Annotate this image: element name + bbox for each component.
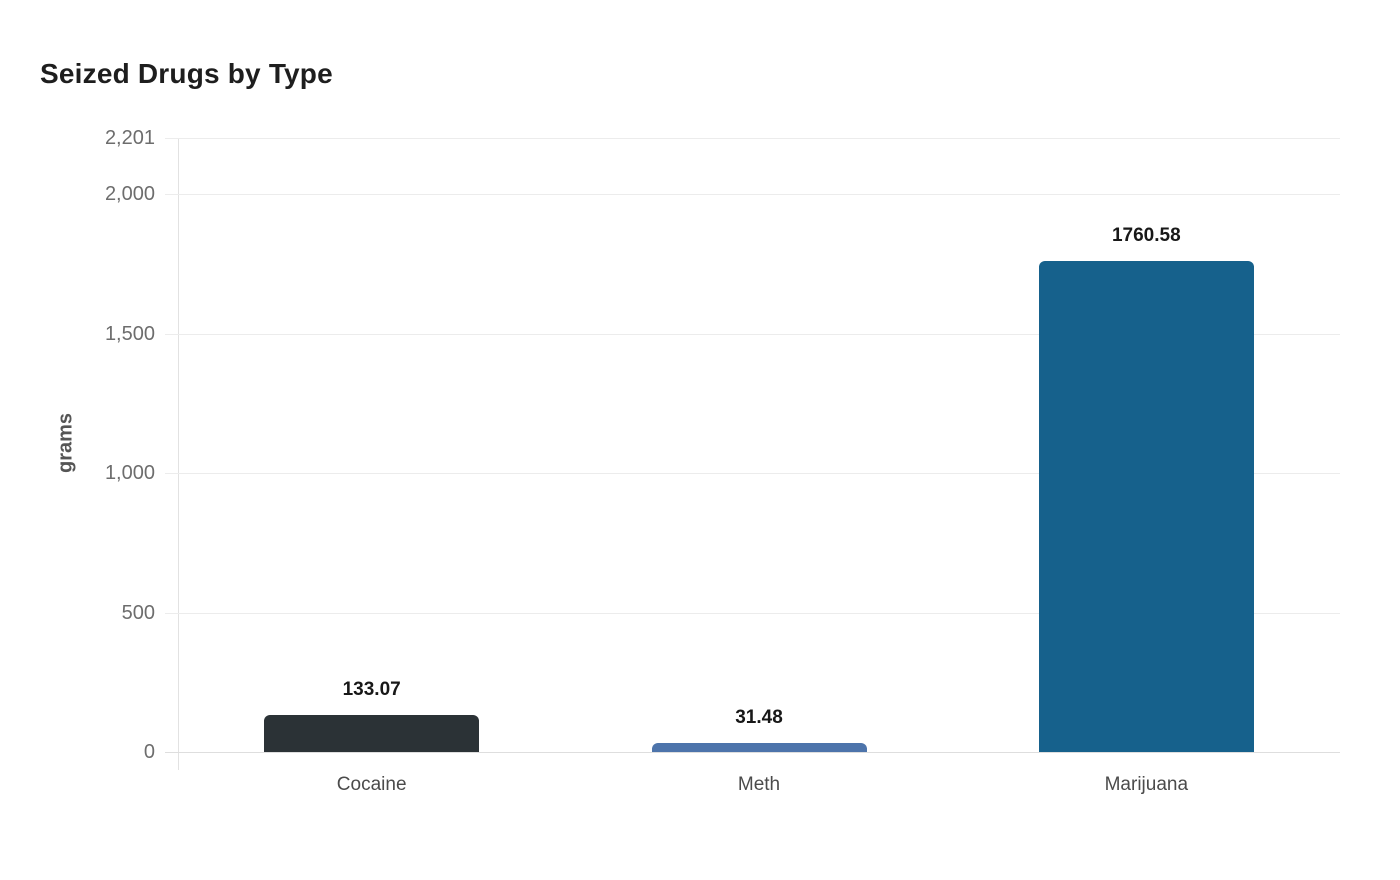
y-axis-line <box>178 138 179 770</box>
plot-area: 0 500 1,000 1,500 2,000 2,201 133.07 Cocaine 31.… <box>105 127 1340 795</box>
gridline <box>165 194 1340 196</box>
chart-title: Seized Drugs by Type <box>40 58 333 89</box>
y-tick-label: 2,201 <box>104 127 155 149</box>
gridline <box>165 138 1340 139</box>
bar-value-label: 133.07 <box>342 678 401 700</box>
y-tick-label: 1,000 <box>104 462 155 485</box>
gridline <box>165 333 1340 335</box>
gridline <box>165 752 1340 753</box>
y-tick-label: 2,000 <box>104 183 155 206</box>
bar-value-label: 1760.58 <box>1111 224 1181 246</box>
gridline <box>165 612 1340 614</box>
gridline <box>165 473 1340 475</box>
x-tick-label: Cocaine <box>336 774 407 795</box>
x-tick-label: Meth <box>737 774 781 795</box>
y-tick-label: 1,500 <box>104 322 155 345</box>
bar-marijuana[interactable] <box>1038 260 1254 752</box>
bar-value-label: 31.48 <box>735 707 783 729</box>
y-tick-label: 500 <box>121 601 155 624</box>
bar-cocaine[interactable] <box>264 714 480 752</box>
bar-meth[interactable] <box>651 743 867 752</box>
x-tick-label: Marijuana <box>1104 774 1189 795</box>
y-tick-label: 0 <box>143 741 155 763</box>
